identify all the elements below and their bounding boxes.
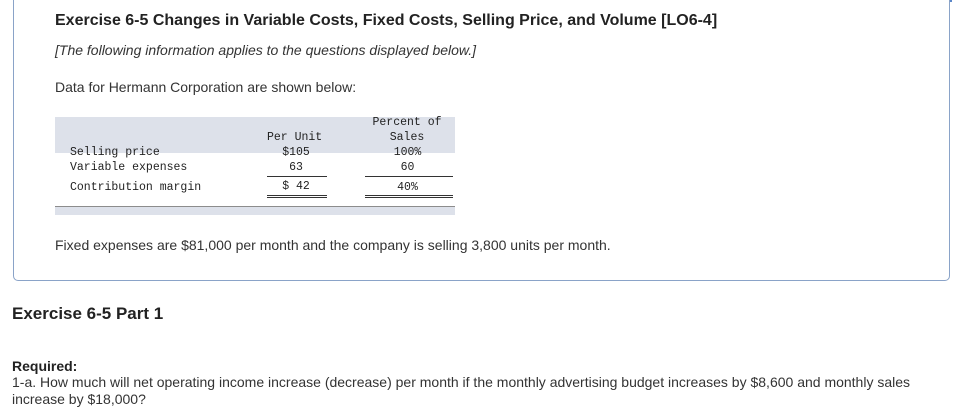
per-unit-rule	[267, 176, 327, 177]
required-label: Required:	[12, 358, 78, 374]
row-value-variable-expenses: 63	[289, 161, 303, 174]
percent-double-rule-bottom	[365, 197, 453, 198]
row-percent-selling-price: 100%	[393, 146, 422, 159]
row-value-selling-price: $105	[282, 146, 310, 159]
percent-double-rule-top	[365, 195, 453, 196]
per-unit-double-rule-top	[267, 195, 327, 196]
exercise-note: [The following information applies to th…	[55, 42, 477, 58]
row-percent-contribution-margin: 40%	[397, 181, 418, 194]
table-header-band	[55, 117, 455, 153]
row-label-selling-price: Selling price	[70, 146, 160, 159]
data-table: Percent of Per Unit Sales Selling price …	[55, 113, 455, 215]
row-percent-variable-expenses: 60	[400, 161, 415, 174]
per-unit-double-rule-bottom	[267, 197, 327, 198]
header-percent-line1: Percent of	[372, 116, 442, 129]
fixed-expenses-text: Fixed expenses are $81,000 per month and…	[55, 237, 611, 253]
percent-rule	[365, 176, 453, 177]
row-value-contribution-margin: $ 42	[282, 180, 310, 193]
row-label-contribution-margin: Contribution margin	[70, 181, 202, 194]
table-bottom-band	[55, 206, 455, 215]
part-title: Exercise 6-5 Part 1	[12, 304, 164, 323]
header-percent-line2: Sales	[389, 131, 425, 144]
header-per-unit: Per Unit	[267, 131, 323, 144]
row-label-variable-expenses: Variable expenses	[70, 161, 188, 174]
exercise-title: Exercise 6-5 Changes in Variable Costs, …	[55, 12, 718, 29]
required-question: 1-a. How much will net operating income …	[12, 374, 911, 407]
exercise-intro: Data for Hermann Corporation are shown b…	[55, 79, 357, 95]
